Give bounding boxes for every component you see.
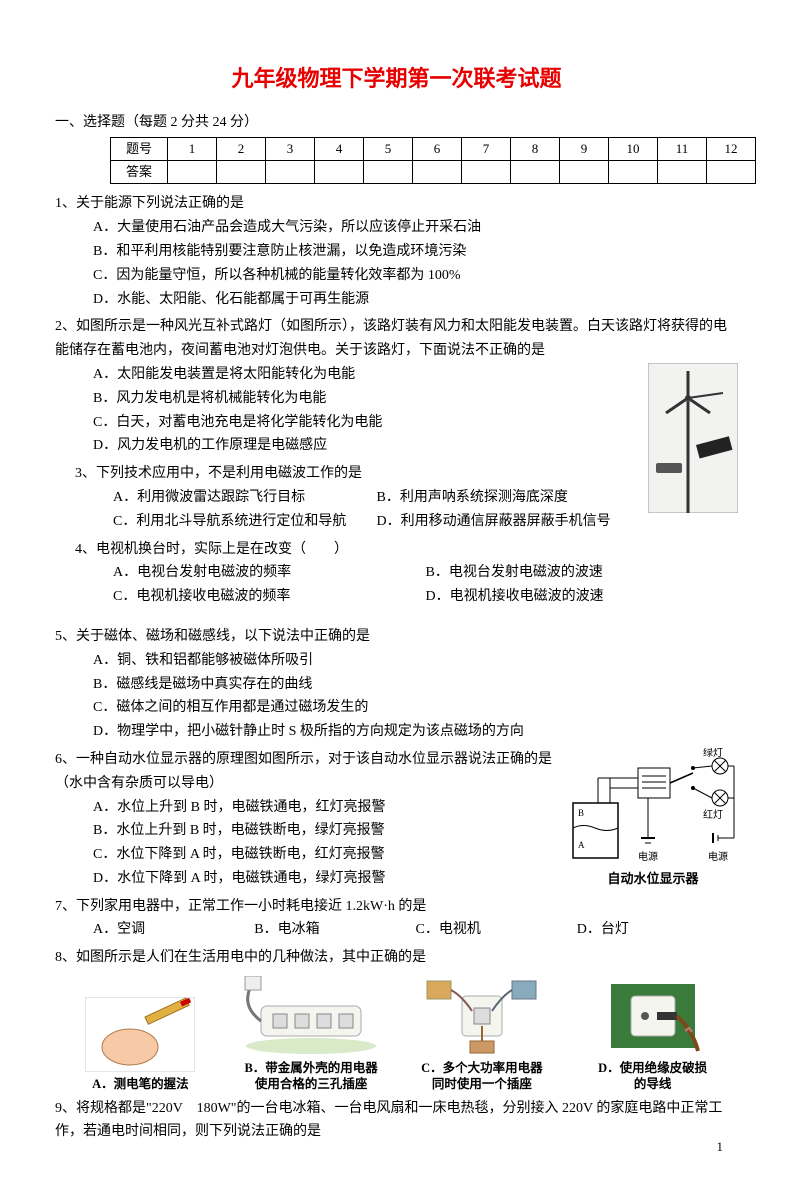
- q7-stem: 7、下列家用电器中，正常工作一小时耗电接近 1.2kW·h 的是: [55, 895, 738, 919]
- q7-opt-d: D．台灯: [577, 918, 738, 942]
- svg-text:A: A: [578, 840, 585, 850]
- q8-cap-a: A．测电笔的握法: [58, 1076, 222, 1092]
- col-3: 3: [266, 138, 315, 161]
- row-label-number: 题号: [111, 138, 168, 161]
- q5-stem: 5、关于磁体、磁场和磁感线，以下说法中正确的是: [55, 625, 738, 649]
- page-title: 九年级物理下学期第一次联考试题: [55, 60, 738, 97]
- ans-1: [168, 161, 217, 184]
- col-1: 1: [168, 138, 217, 161]
- q7-opt-a: A．空调: [93, 918, 254, 942]
- q2-opt-b: B．风力发电机是将机械能转化为电能: [93, 387, 738, 411]
- ans-7: [462, 161, 511, 184]
- ans-8: [511, 161, 560, 184]
- water-level-figure: B A 绿灯 红灯: [568, 748, 738, 890]
- q7-opt-b: B．电冰箱: [254, 918, 415, 942]
- row-label-answer: 答案: [111, 161, 168, 184]
- q5-opt-c: C．磁体之间的相互作用都是通过磁场发生的: [93, 696, 738, 720]
- col-11: 11: [658, 138, 707, 161]
- q2-opt-c: C．白天，对蓄电池充电是将化学能转化为电能: [93, 411, 738, 435]
- q5-opt-a: A．铜、铁和铝都能够被磁体所吸引: [93, 649, 738, 673]
- q8-cap-c: C．多个大功率用电器 同时使用一个插座: [400, 1060, 564, 1093]
- q1-opt-a: A．大量使用石油产品会造成大气污染，所以应该停止开采石油: [93, 216, 738, 240]
- q1-stem: 1、关于能源下列说法正确的是: [55, 192, 738, 216]
- col-2: 2: [217, 138, 266, 161]
- q8-img-a: A．测电笔的握法: [58, 997, 222, 1092]
- col-12: 12: [707, 138, 756, 161]
- col-5: 5: [364, 138, 413, 161]
- col-8: 8: [511, 138, 560, 161]
- q5-opt-d: D．物理学中，把小磁针静止时 S 极所指的方向规定为该点磁场的方向: [93, 720, 738, 744]
- question-9: 9、将规格都是"220V 180W"的一台电冰箱、一台电风扇和一床电热毯，分别接…: [55, 1097, 738, 1145]
- col-9: 9: [560, 138, 609, 161]
- q2-opt-d: D．风力发电机的工作原理是电磁感应: [93, 434, 738, 458]
- ans-6: [413, 161, 462, 184]
- ans-2: [217, 161, 266, 184]
- power-label-2: 电源: [708, 850, 728, 863]
- question-7: 7、下列家用电器中，正常工作一小时耗电接近 1.2kW·h 的是 A．空调 B．…: [55, 895, 738, 943]
- ans-3: [266, 161, 315, 184]
- q1-opt-c: C．因为能量守恒，所以各种机械的能量转化效率都为 100%: [93, 264, 738, 288]
- q2-stem: 2、如图所示是一种风光互补式路灯（如图所示），该路灯装有风力和太阳能发电装置。白…: [55, 315, 738, 363]
- q3-opt-d: D．利用移动通信屏蔽器屏蔽手机信号: [377, 510, 641, 534]
- q8-cap-b: B．带金属外壳的用电器 使用合格的三孔插座: [229, 1060, 393, 1093]
- question-1: 1、关于能源下列说法正确的是 A．大量使用石油产品会造成大气污染，所以应该停止开…: [55, 192, 738, 311]
- q8-stem: 8、如图所示是人们在生活用电中的几种做法，其中正确的是: [55, 946, 738, 970]
- question-6: B A 绿灯 红灯: [55, 748, 738, 891]
- col-4: 4: [315, 138, 364, 161]
- question-8: 8、如图所示是人们在生活用电中的几种做法，其中正确的是 A．测电笔的握法: [55, 946, 738, 1092]
- question-4: 4、电视机换台时，实际上是在改变（ ） A．电视台发射电磁波的频率 B．电视台发…: [55, 538, 738, 609]
- q1-opt-d: D．水能、太阳能、化石能都属于可再生能源: [93, 288, 738, 312]
- q3-opt-a: A．利用微波雷达跟踪飞行目标: [113, 486, 377, 510]
- q3-opt-b: B．利用声呐系统探测海底深度: [377, 486, 641, 510]
- col-10: 10: [609, 138, 658, 161]
- question-5: 5、关于磁体、磁场和磁感线，以下说法中正确的是 A．铜、铁和铝都能够被磁体所吸引…: [55, 625, 738, 744]
- q3-opt-c: C．利用北斗导航系统进行定位和导航: [113, 510, 377, 534]
- q1-opt-b: B．和平利用核能特别要注意防止核泄漏，以免造成环境污染: [93, 240, 738, 264]
- page-number: 1: [717, 1136, 724, 1158]
- q7-opt-c: C．电视机: [416, 918, 577, 942]
- q4-opt-b: B．电视台发射电磁波的波速: [426, 561, 739, 585]
- q8-cap-d: D．使用绝缘皮破损 的导线: [571, 1060, 735, 1093]
- ans-4: [315, 161, 364, 184]
- q8-img-d: D．使用绝缘皮破损 的导线: [571, 976, 735, 1093]
- red-lamp-label: 红灯: [703, 808, 723, 821]
- ans-5: [364, 161, 413, 184]
- section-1-heading: 一、选择题（每题 2 分共 24 分）: [55, 111, 738, 135]
- q8-img-b: B．带金属外壳的用电器 使用合格的三孔插座: [229, 976, 393, 1093]
- green-lamp-label: 绿灯: [703, 748, 723, 759]
- q3-stem: 3、下列技术应用中，不是利用电磁波工作的是: [75, 462, 738, 486]
- q9-stem: 9、将规格都是"220V 180W"的一台电冰箱、一台电风扇和一床电热毯，分别接…: [55, 1097, 738, 1145]
- power-label-1: 电源: [638, 850, 658, 863]
- col-6: 6: [413, 138, 462, 161]
- ans-12: [707, 161, 756, 184]
- wind-solar-lamp-figure: [648, 363, 738, 513]
- question-2: 2、如图所示是一种风光互补式路灯（如图所示），该路灯装有风力和太阳能发电装置。白…: [55, 315, 738, 458]
- q4-opt-d: D．电视机接收电磁波的波速: [426, 585, 739, 609]
- q8-img-c: C．多个大功率用电器 同时使用一个插座: [400, 976, 564, 1093]
- ans-9: [560, 161, 609, 184]
- q4-opt-a: A．电视台发射电磁波的频率: [113, 561, 426, 585]
- q4-opt-c: C．电视机接收电磁波的频率: [113, 585, 426, 609]
- ans-11: [658, 161, 707, 184]
- q5-opt-b: B．磁感线是磁场中真实存在的曲线: [93, 673, 738, 697]
- question-3: 3、下列技术应用中，不是利用电磁波工作的是 A．利用微波雷达跟踪飞行目标 B．利…: [55, 462, 738, 533]
- answer-table: 题号 1 2 3 4 5 6 7 8 9 10 11 12 答案: [110, 137, 756, 184]
- q2-opt-a: A．太阳能发电装置是将太阳能转化为电能: [93, 363, 738, 387]
- svg-text:B: B: [578, 808, 584, 818]
- ans-10: [609, 161, 658, 184]
- q4-stem: 4、电视机换台时，实际上是在改变（ ）: [75, 538, 738, 562]
- water-figure-caption: 自动水位显示器: [568, 868, 738, 890]
- col-7: 7: [462, 138, 511, 161]
